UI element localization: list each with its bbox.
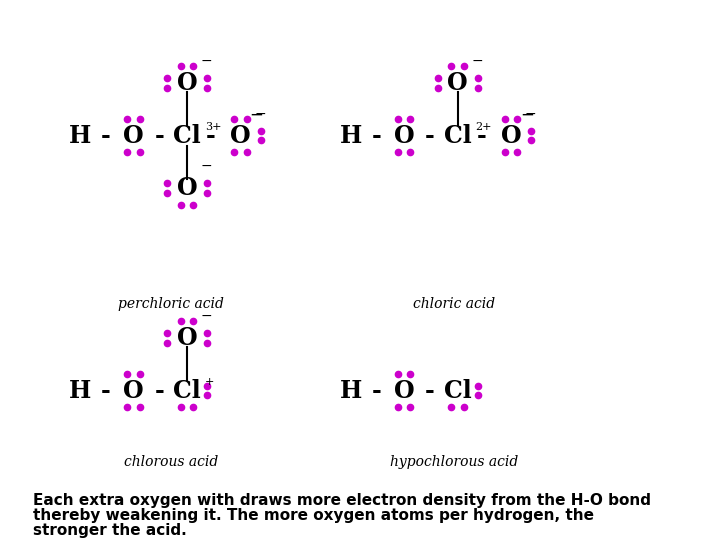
Text: Cl: Cl [174, 124, 201, 147]
Text: -: - [372, 379, 381, 403]
Text: O: O [394, 124, 415, 147]
Text: O: O [230, 124, 251, 147]
Text: perchloric acid: perchloric acid [118, 297, 224, 311]
Text: +: + [204, 377, 214, 387]
Text: 3+: 3+ [204, 122, 221, 132]
Text: O: O [501, 124, 521, 147]
Text: −: − [472, 54, 483, 68]
Text: H: H [339, 379, 362, 403]
Text: chlorous acid: chlorous acid [124, 455, 218, 469]
Text: O: O [447, 71, 468, 95]
Text: -: - [154, 124, 164, 147]
Text: stronger the acid.: stronger the acid. [33, 523, 186, 538]
Text: -: - [101, 379, 111, 403]
Text: 2+: 2+ [475, 122, 492, 132]
Text: chloric acid: chloric acid [413, 297, 495, 311]
Text: −: − [254, 106, 266, 120]
Text: -: - [477, 124, 487, 147]
Text: -: - [372, 124, 381, 147]
Text: Cl: Cl [174, 379, 201, 403]
Text: H: H [69, 379, 91, 403]
Text: thereby weakening it. The more oxygen atoms per hydrogen, the: thereby weakening it. The more oxygen at… [33, 508, 594, 523]
Text: O: O [176, 326, 197, 350]
Text: −: − [525, 106, 536, 120]
Text: O: O [394, 379, 415, 403]
Text: −: − [201, 54, 212, 68]
Text: H: H [339, 124, 362, 147]
Text: −: − [520, 105, 534, 124]
Text: -: - [154, 379, 164, 403]
Text: H: H [69, 124, 91, 147]
Text: O: O [123, 124, 144, 147]
Text: hypochlorous acid: hypochlorous acid [390, 455, 518, 469]
Text: Each extra oxygen with draws more electron density from the H-O bond: Each extra oxygen with draws more electr… [33, 493, 651, 508]
Text: -: - [425, 379, 435, 403]
Text: −: − [249, 105, 264, 124]
Text: -: - [206, 124, 216, 147]
Text: -: - [101, 124, 111, 147]
Text: O: O [176, 176, 197, 200]
Text: Cl: Cl [444, 124, 472, 147]
Text: −: − [201, 159, 212, 173]
Text: O: O [176, 71, 197, 95]
Text: -: - [425, 124, 435, 147]
Text: −: − [201, 309, 212, 323]
Text: O: O [123, 379, 144, 403]
Text: Cl: Cl [444, 379, 472, 403]
